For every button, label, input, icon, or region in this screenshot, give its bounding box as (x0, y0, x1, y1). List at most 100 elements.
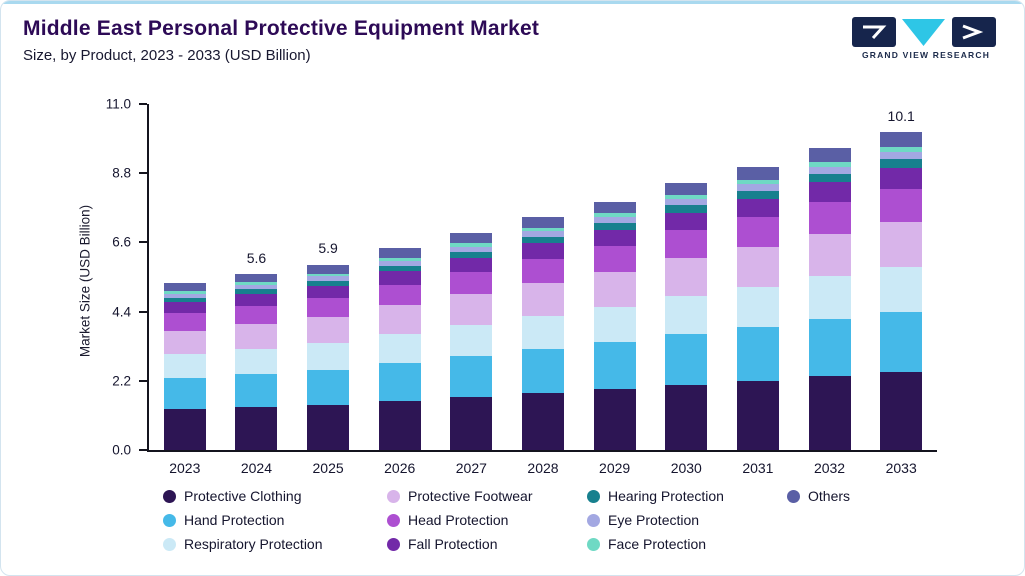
segment-hearing-protection (665, 205, 708, 213)
segment-hand-protection (593, 342, 636, 389)
segment-protective-clothing (450, 396, 493, 450)
segment-face-protection (450, 243, 493, 247)
segment-hand-protection (307, 369, 350, 405)
segment-eye-protection (593, 217, 636, 223)
segment-protective-clothing (522, 393, 564, 450)
y-tick-mark (139, 310, 147, 313)
segment-eye-protection (522, 231, 564, 237)
segment-face-protection (593, 213, 636, 217)
segment-hand-protection (880, 312, 923, 373)
legend-label: Head Protection (408, 512, 509, 528)
segment-face-protection (307, 273, 350, 277)
segment-face-protection (522, 228, 564, 232)
segment-head-protection (593, 245, 636, 272)
segment-eye-protection (736, 184, 779, 191)
plot-area: 5.6 5.9 10.1 (147, 104, 937, 452)
legend-label: Protective Footwear (408, 488, 533, 504)
legend-swatch-others (787, 489, 800, 503)
legend-label: Fall Protection (408, 536, 498, 552)
x-tick-label-2024: 2024 (240, 460, 273, 476)
x-tick-label-2028: 2028 (527, 460, 559, 476)
x-tick-label-2027: 2027 (455, 460, 487, 476)
segment-fall-protection (235, 294, 278, 306)
segment-others (378, 248, 421, 258)
segment-protective-clothing (378, 400, 421, 450)
segment-fall-protection (163, 302, 206, 314)
segment-face-protection (665, 194, 708, 199)
segment-protective-footwear (163, 330, 206, 355)
legend-label: Face Protection (608, 536, 707, 552)
x-tick-label-2030: 2030 (670, 460, 702, 476)
segment-fall-protection (378, 271, 421, 285)
segment-others (736, 167, 779, 180)
segment-protective-footwear (808, 233, 851, 277)
segment-hand-protection (163, 377, 206, 410)
segment-hand-protection (736, 327, 779, 381)
segment-hearing-protection (593, 222, 636, 230)
legend-swatch-eye-protection (587, 513, 600, 527)
logo-text: GRAND VIEW RESEARCH (861, 50, 991, 60)
x-tick-label-2029: 2029 (599, 460, 631, 476)
logo-mark-icon (852, 17, 996, 47)
legend-item-hearing-protection: Hearing Protection (587, 488, 787, 504)
bar-2028 (522, 217, 564, 450)
legend-label: Protective Clothing (184, 488, 302, 504)
legend-item-face-protection: Face Protection (587, 536, 787, 552)
segment-hearing-protection (235, 289, 278, 295)
y-tick-mark (139, 172, 147, 175)
bar-2029 (593, 201, 636, 450)
segment-protective-clothing (665, 384, 708, 450)
legend-swatch-protective-footwear (387, 489, 400, 503)
y-tick-label-6.6: 6.6 (112, 234, 131, 250)
legend-label: Respiratory Protection (184, 536, 323, 552)
segment-hearing-protection (307, 280, 350, 286)
segment-head-protection (808, 202, 851, 234)
y-tick-label-11: 11.0 (105, 96, 131, 112)
segment-hand-protection (235, 373, 278, 407)
y-tick-mark (139, 449, 147, 451)
segment-head-protection (736, 217, 779, 247)
legend-swatch-protective-clothing (163, 489, 176, 503)
legend-label: Hand Protection (184, 512, 285, 528)
x-tick-label-2031: 2031 (742, 460, 774, 476)
segment-eye-protection (665, 198, 708, 206)
segment-respiratory-protection (522, 316, 564, 350)
bar-2023 (163, 283, 206, 450)
top-accent-line (1, 1, 1024, 4)
legend-label: Others (808, 488, 851, 504)
legend-item-protective-clothing: Protective Clothing (163, 488, 387, 504)
segment-eye-protection (450, 246, 493, 252)
segment-protective-footwear (665, 257, 708, 296)
page-title: Middle East Personal Protective Equipmen… (23, 17, 540, 40)
segment-face-protection (235, 282, 278, 285)
legend-label: Eye Protection (608, 512, 700, 528)
grand-view-research-logo: GRAND VIEW RESEARCH (850, 17, 1002, 60)
segment-protective-footwear (378, 305, 421, 334)
segment-hearing-protection (450, 251, 493, 258)
x-tick-label-2026: 2026 (384, 460, 416, 476)
segment-hand-protection (808, 319, 851, 377)
segment-head-protection (450, 271, 493, 295)
segment-head-protection (378, 284, 421, 306)
x-tick-label-2023: 2023 (169, 460, 201, 476)
segment-hearing-protection (522, 236, 564, 244)
segment-others (880, 132, 923, 147)
segment-fall-protection (736, 198, 779, 218)
segment-head-protection (163, 313, 206, 331)
segment-hearing-protection (880, 159, 923, 169)
segment-respiratory-protection (736, 287, 779, 328)
legend-item-hand-protection: Hand Protection (163, 512, 387, 528)
x-tick-label-2032: 2032 (813, 460, 846, 476)
segment-head-protection (522, 258, 564, 284)
legend-swatch-fall-protection (387, 537, 400, 551)
segment-hand-protection (522, 349, 564, 394)
segment-others (235, 273, 278, 283)
y-tick-label-8.8: 8.8 (112, 165, 131, 181)
segment-others (593, 201, 636, 214)
segment-eye-protection (808, 166, 851, 174)
segment-protective-clothing (307, 404, 350, 450)
segment-protective-clothing (736, 380, 779, 450)
segment-eye-protection (235, 284, 278, 290)
segment-protective-footwear (593, 271, 636, 307)
segment-fall-protection (522, 243, 564, 259)
